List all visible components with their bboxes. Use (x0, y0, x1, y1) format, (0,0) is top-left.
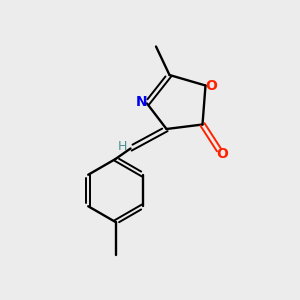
Text: O: O (216, 147, 228, 160)
Text: N: N (136, 95, 147, 109)
Text: H: H (117, 140, 127, 153)
Text: O: O (205, 79, 217, 92)
